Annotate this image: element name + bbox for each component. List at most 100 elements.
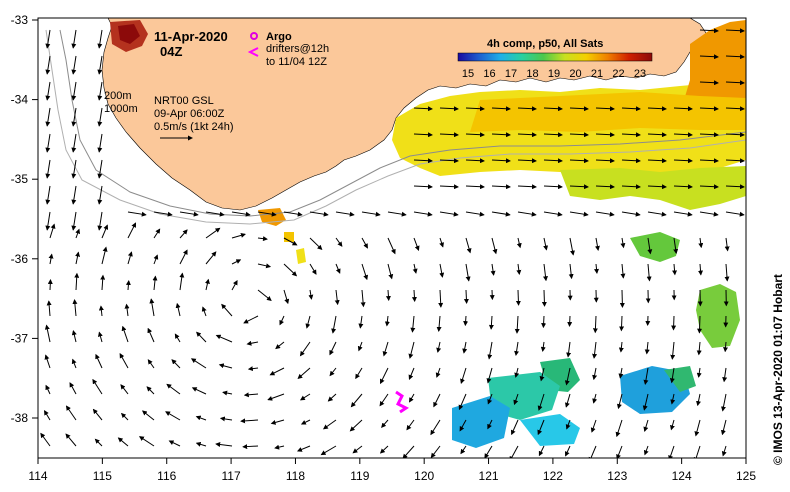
current-vector (433, 393, 441, 408)
current-vector (618, 341, 624, 353)
x-tick-label: 119 (350, 469, 369, 483)
current-vector (538, 445, 545, 457)
land-australia (38, 18, 709, 211)
current-vector (360, 289, 366, 308)
current-vector (296, 445, 311, 452)
current-vector (621, 106, 641, 112)
contour-label-200m: 200m (104, 90, 132, 102)
current-vector (646, 263, 652, 282)
current-vector (699, 184, 719, 190)
current-vector (620, 263, 626, 279)
current-vector (121, 325, 129, 343)
current-vector (439, 211, 459, 217)
current-vector (45, 133, 51, 153)
current-vector (724, 263, 730, 282)
current-vector (491, 158, 511, 164)
current-vector (510, 419, 519, 436)
colorbar-tick-label: 23 (634, 68, 646, 80)
current-vector (218, 363, 233, 369)
current-vector (381, 419, 389, 428)
current-vector (45, 29, 51, 49)
current-vector (231, 232, 246, 239)
current-vector (725, 132, 745, 138)
current-vector (74, 272, 80, 291)
y-axis-ticks: -33 -34 -35 -36 -37 -38 (11, 13, 38, 425)
current-vector (257, 289, 272, 302)
y-tick-label: -37 (11, 331, 29, 345)
current-vector (45, 211, 51, 231)
map-date: 11-Apr-2020 (154, 29, 228, 44)
current-vector (97, 55, 103, 75)
current-vector (465, 132, 485, 138)
current-vector (179, 229, 188, 239)
current-vector (592, 367, 598, 381)
nrt-line1: NRT00 GSL (154, 95, 214, 107)
current-vector (543, 158, 563, 164)
current-vector (616, 445, 623, 458)
current-vector (486, 367, 493, 384)
current-vector (127, 222, 136, 239)
current-vector (465, 184, 485, 190)
current-vector (543, 184, 563, 190)
current-vector (146, 386, 155, 395)
current-vector (515, 289, 521, 306)
current-vector (699, 106, 719, 112)
current-vector (517, 211, 537, 217)
x-axis-ticks: 114 115 116 117 118 119 120 121 122 123 124 125 (28, 458, 756, 483)
current-vector (45, 55, 51, 75)
current-vector (179, 249, 188, 265)
land-west-coast (38, 18, 100, 60)
current-vector (44, 324, 51, 343)
current-vector (331, 315, 337, 334)
current-vector (465, 106, 485, 112)
current-vector (694, 419, 701, 437)
current-vector (408, 341, 415, 359)
current-vector (413, 211, 433, 217)
current-vector (620, 237, 626, 249)
current-vector (379, 393, 389, 407)
current-vector (97, 211, 103, 231)
current-vector (487, 419, 493, 430)
current-vector (513, 393, 519, 406)
colorbar-tick-label: 20 (569, 68, 581, 80)
sst-patch-green-mid (630, 232, 680, 262)
isobath-200m (59, 29, 746, 217)
current-vector (517, 184, 537, 190)
current-vector (409, 393, 415, 403)
current-vector (44, 354, 51, 369)
current-vector (45, 185, 51, 205)
current-vector (153, 228, 161, 239)
current-vector (231, 279, 238, 291)
current-vector (722, 367, 728, 383)
current-vector (275, 341, 285, 350)
current-vector (438, 289, 444, 308)
sst-band-lightorange (470, 92, 746, 132)
current-vector (406, 419, 415, 431)
current-vector (696, 341, 702, 356)
current-vector (195, 441, 207, 447)
current-vector (385, 289, 391, 302)
map-time: 04Z (160, 44, 182, 59)
current-vector (543, 211, 563, 217)
current-vector (350, 393, 363, 408)
current-vector (592, 341, 598, 359)
current-vector (725, 106, 745, 112)
current-vector (615, 419, 623, 438)
current-vector (673, 211, 693, 217)
current-vector (71, 159, 77, 179)
current-vector (564, 445, 571, 457)
current-vector (117, 437, 129, 447)
current-vector (543, 132, 563, 138)
current-vector (243, 315, 259, 324)
current-vector (430, 445, 441, 458)
colorbar-ticks: 15 16 17 18 19 20 21 22 23 (462, 68, 646, 80)
current-vector (101, 246, 108, 265)
current-vector (357, 341, 363, 352)
current-vector (380, 367, 389, 385)
current-vector (491, 237, 498, 255)
current-vector (361, 211, 381, 217)
current-vector (205, 227, 221, 239)
current-vector (459, 419, 467, 432)
current-vector (621, 158, 641, 164)
current-vector (644, 341, 650, 355)
